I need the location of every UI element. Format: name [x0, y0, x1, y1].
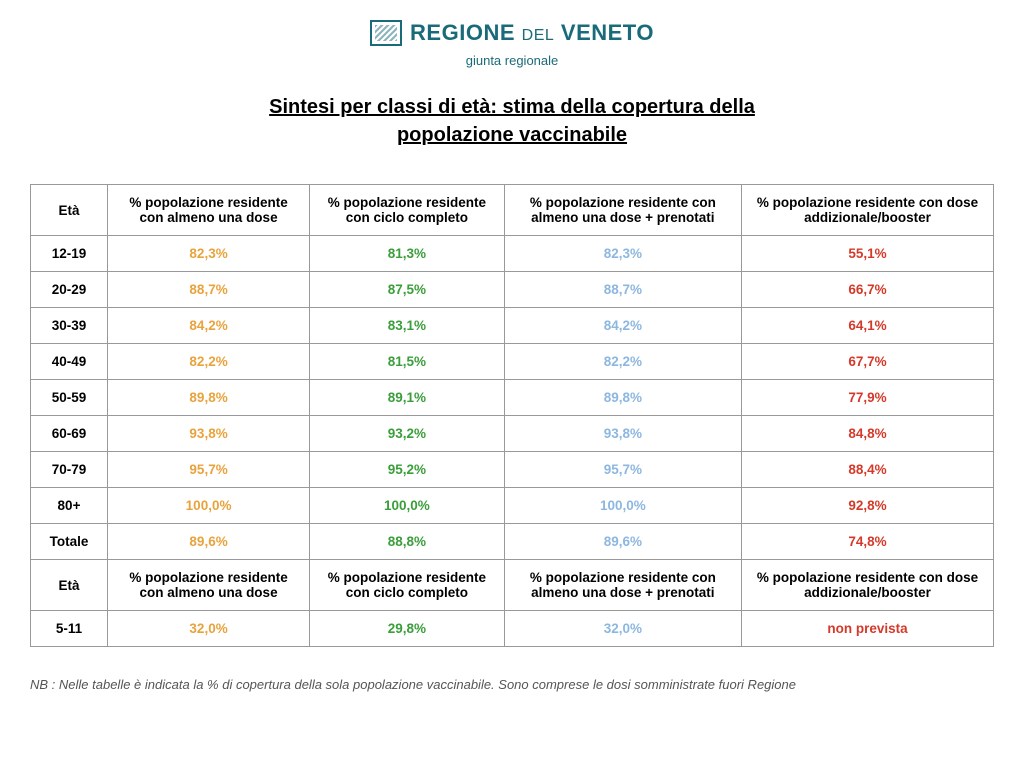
cell-value: 88,4% [742, 452, 994, 488]
cell-value: 82,3% [504, 236, 741, 272]
cell-value: 100,0% [310, 488, 505, 524]
cell-value: 89,6% [504, 524, 741, 560]
title-line-2: popolazione vaccinabile [397, 124, 627, 146]
header: REGIONE DEL VENETO giunta regionale [30, 20, 994, 68]
cell-value: 74,8% [742, 524, 994, 560]
table-row: 80+100,0%100,0%100,0%92,8% [31, 488, 994, 524]
cell-value: 92,8% [742, 488, 994, 524]
table-row: Totale89,6%88,8%89,6%74,8% [31, 524, 994, 560]
cell-age: 20-29 [31, 272, 108, 308]
cell-value: 89,8% [108, 380, 310, 416]
col-3b: % popolazione residente con almeno una d… [504, 560, 741, 611]
cell-age: 80+ [31, 488, 108, 524]
cell-value: 32,0% [504, 611, 741, 647]
cell-value: 89,1% [310, 380, 505, 416]
table-row: 5-1132,0%29,8%32,0%non prevista [31, 611, 994, 647]
col-age-2: Età [31, 560, 108, 611]
cell-age: 40-49 [31, 344, 108, 380]
org-name: REGIONE DEL VENETO [410, 20, 654, 46]
cell-value: 29,8% [310, 611, 505, 647]
cell-age: Totale [31, 524, 108, 560]
cell-value: 84,8% [742, 416, 994, 452]
cell-value: 83,1% [310, 308, 505, 344]
cell-value: 82,2% [504, 344, 741, 380]
cell-value: 77,9% [742, 380, 994, 416]
cell-value: 93,2% [310, 416, 505, 452]
col-2: % popolazione residente con ciclo comple… [310, 185, 505, 236]
org-name-del: DEL [522, 27, 555, 44]
cell-value: 100,0% [504, 488, 741, 524]
col-1: % popolazione residente con almeno una d… [108, 185, 310, 236]
cell-value: 89,6% [108, 524, 310, 560]
cell-value: 87,5% [310, 272, 505, 308]
table-row: 40-4982,2%81,5%82,2%67,7% [31, 344, 994, 380]
col-4b: % popolazione residente con dose addizio… [742, 560, 994, 611]
cell-value: 89,8% [504, 380, 741, 416]
cell-age: 12-19 [31, 236, 108, 272]
cell-value: 95,2% [310, 452, 505, 488]
table-row: 50-5989,8%89,1%89,8%77,9% [31, 380, 994, 416]
region-logo-icon [370, 20, 402, 46]
cell-value: 82,2% [108, 344, 310, 380]
cell-value: 84,2% [504, 308, 741, 344]
cell-value: 84,2% [108, 308, 310, 344]
col-3: % popolazione residente con almeno una d… [504, 185, 741, 236]
col-4: % popolazione residente con dose addizio… [742, 185, 994, 236]
org-subtitle: giunta regionale [30, 53, 994, 68]
table-head: Età % popolazione residente con almeno u… [31, 185, 994, 236]
cell-value: 100,0% [108, 488, 310, 524]
table-row: 60-6993,8%93,2%93,8%84,8% [31, 416, 994, 452]
cell-value: 88,8% [310, 524, 505, 560]
table-body-2: 5-1132,0%29,8%32,0%non prevista [31, 611, 994, 647]
cell-value: 82,3% [108, 236, 310, 272]
cell-value: 81,3% [310, 236, 505, 272]
page-title: Sintesi per classi di età: stima della c… [30, 93, 994, 149]
cell-age: 5-11 [31, 611, 108, 647]
cell-value: 88,7% [504, 272, 741, 308]
cell-value: 93,8% [108, 416, 310, 452]
cell-value: 95,7% [108, 452, 310, 488]
cell-age: 30-39 [31, 308, 108, 344]
logo-line: REGIONE DEL VENETO [370, 20, 654, 46]
cell-value: 32,0% [108, 611, 310, 647]
cell-value: 55,1% [742, 236, 994, 272]
cell-value: 66,7% [742, 272, 994, 308]
cell-age: 60-69 [31, 416, 108, 452]
table-row: 70-7995,7%95,2%95,7%88,4% [31, 452, 994, 488]
cell-value: 88,7% [108, 272, 310, 308]
table-body-main: 12-1982,3%81,3%82,3%55,1%20-2988,7%87,5%… [31, 236, 994, 560]
org-name-part1: REGIONE [410, 20, 515, 45]
table-row: 20-2988,7%87,5%88,7%66,7% [31, 272, 994, 308]
cell-value: 67,7% [742, 344, 994, 380]
cell-value: 93,8% [504, 416, 741, 452]
table-header-row-2: Età % popolazione residente con almeno u… [31, 560, 994, 611]
col-2b: % popolazione residente con ciclo comple… [310, 560, 505, 611]
col-1b: % popolazione residente con almeno una d… [108, 560, 310, 611]
table-row: 30-3984,2%83,1%84,2%64,1% [31, 308, 994, 344]
table-row: 12-1982,3%81,3%82,3%55,1% [31, 236, 994, 272]
title-line-1: Sintesi per classi di età: stima della c… [269, 96, 755, 118]
cell-age: 50-59 [31, 380, 108, 416]
table-header-row: Età % popolazione residente con almeno u… [31, 185, 994, 236]
col-age: Età [31, 185, 108, 236]
coverage-table: Età % popolazione residente con almeno u… [30, 184, 994, 647]
cell-value: 64,1% [742, 308, 994, 344]
cell-age: 70-79 [31, 452, 108, 488]
footnote: NB : Nelle tabelle è indicata la % di co… [30, 677, 994, 692]
cell-value: 81,5% [310, 344, 505, 380]
table-head-2: Età % popolazione residente con almeno u… [31, 560, 994, 611]
cell-value: non prevista [742, 611, 994, 647]
cell-value: 95,7% [504, 452, 741, 488]
org-name-part2: VENETO [561, 20, 654, 45]
